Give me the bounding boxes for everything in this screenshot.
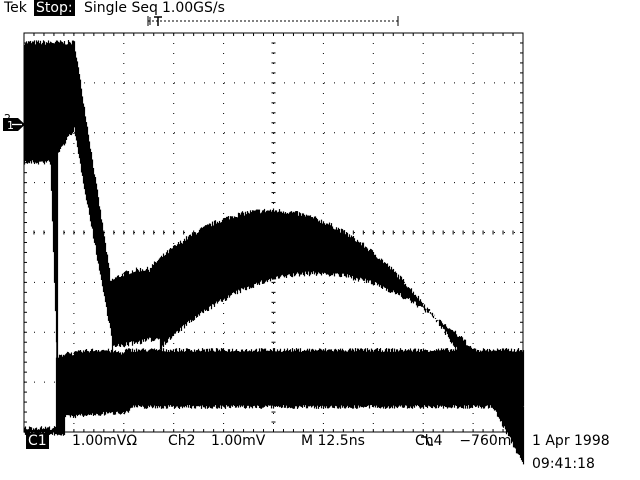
waveform-traces	[23, 40, 525, 465]
time-stamp: 09:41:18	[532, 456, 595, 472]
sample-rate-label: 1.00GS/s	[162, 0, 225, 16]
record-window-indicator	[147, 16, 399, 26]
acquisition-mode-label: Single Seq	[84, 0, 158, 16]
run-state-badge: Stop:	[34, 0, 75, 16]
brand-label: Tek	[4, 0, 27, 16]
trace-b-band	[23, 348, 525, 436]
channel-2-scale: 1.00mV	[211, 433, 266, 449]
channel-1-scale: 1.00mVΩ	[72, 433, 138, 449]
readout-bar: C1 1.00mVΩ Ch2 1.00mV M 12.5ns Ch4 −760m…	[0, 433, 640, 449]
date-stamp: 1 Apr 1998	[532, 433, 610, 449]
channel-1-marker-label: 1	[7, 119, 14, 132]
trigger-position-icon	[154, 16, 162, 26]
trigger-level: −760mV	[459, 433, 521, 449]
channel-2-label: Ch2	[168, 433, 196, 449]
channel-ground-marker[interactable]: 1	[3, 116, 25, 132]
status-bar: Tek Stop: Single Seq 1.00GS/s	[0, 0, 640, 16]
timebase-readout: M 12.5ns	[301, 433, 365, 449]
channel-1-badge[interactable]: C1	[26, 433, 49, 449]
falling-edge-icon	[421, 436, 433, 446]
